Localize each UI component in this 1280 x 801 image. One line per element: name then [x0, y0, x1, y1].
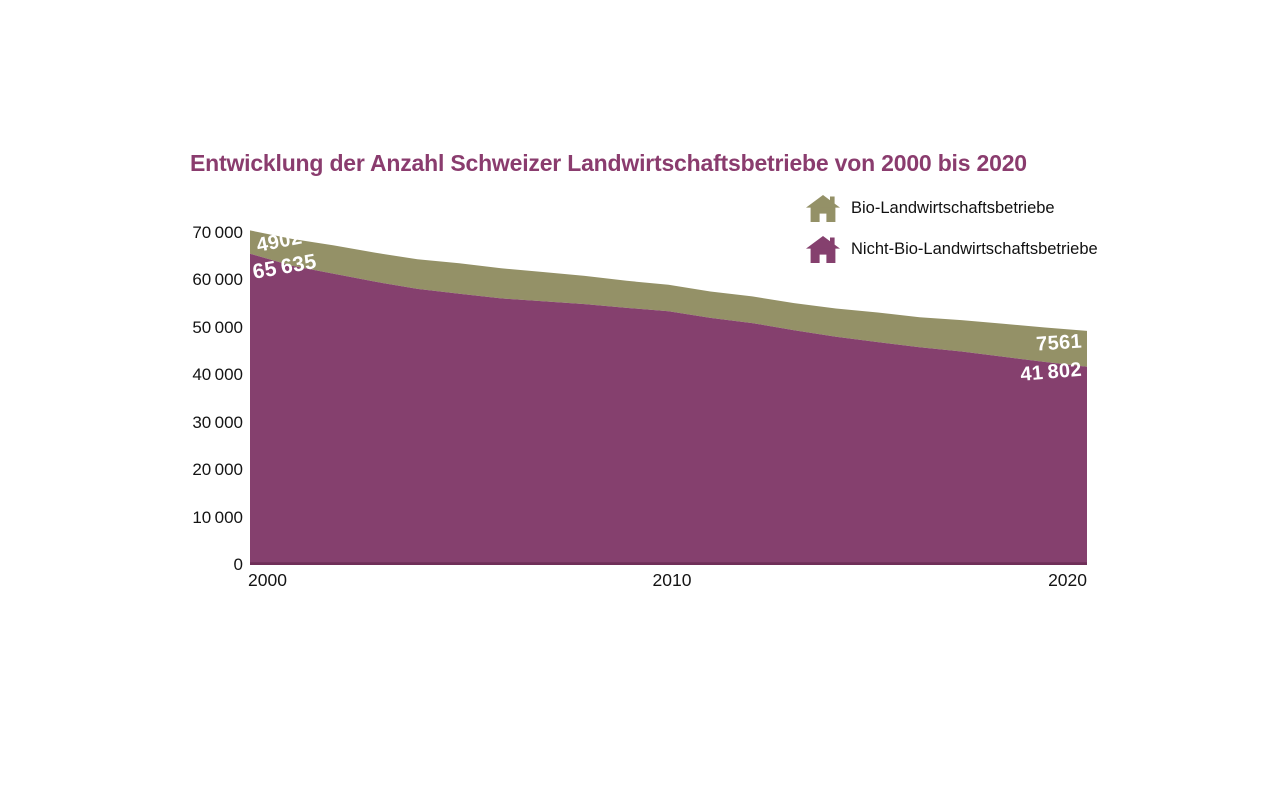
y-tick-label: 70 000	[192, 222, 243, 242]
y-tick-label: 0	[233, 555, 243, 574]
legend-item-nonbio: Nicht-Bio-Landwirtschaftsbetriebe	[806, 236, 1098, 263]
y-tick-label: 20 000	[192, 460, 243, 480]
x-tick-2020: 2020	[1048, 570, 1087, 590]
legend-item-bio: Bio-Landwirtschaftsbetriebe	[806, 195, 1098, 222]
y-tick-label: 60 000	[192, 270, 243, 290]
stacked-area-chart	[250, 230, 1087, 566]
house-icon	[806, 236, 840, 263]
house-icon	[806, 195, 840, 222]
x-tick-2010: 2010	[652, 570, 692, 590]
legend-label-nonbio: Nicht-Bio-Landwirtschaftsbetriebe	[851, 240, 1098, 258]
chart-title: Entwicklung der Anzahl Schweizer Landwir…	[190, 150, 1027, 176]
area-bio	[250, 230, 1087, 367]
y-tick-label: 40 000	[192, 365, 243, 385]
y-tick-label: 50 000	[192, 317, 243, 337]
legend: Bio-Landwirtschaftsbetriebe Nicht-Bio-La…	[806, 195, 1098, 277]
y-tick-label: 30 000	[192, 412, 243, 432]
area-nonbio	[250, 253, 1087, 565]
legend-label-bio: Bio-Landwirtschaftsbetriebe	[851, 199, 1055, 217]
x-tick-2000: 2000	[248, 570, 287, 590]
y-tick-label: 10 000	[192, 507, 243, 527]
data-label-bio-2020: 7561	[1035, 330, 1083, 356]
